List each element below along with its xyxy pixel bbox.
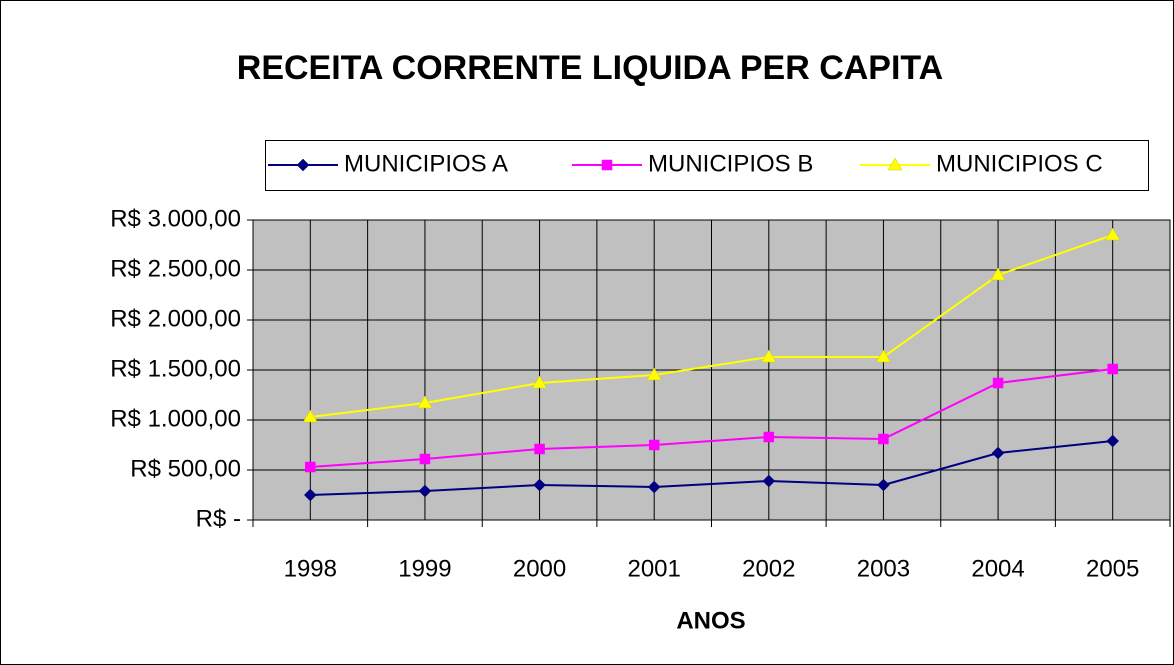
x-tick-label: 2001 [627,555,680,582]
marker [417,395,433,409]
marker [1107,363,1118,375]
y-tick-label: R$ - [196,505,241,532]
marker [419,453,431,465]
series-line [310,368,1113,468]
x-axis-label: ANOS [676,607,745,634]
marker [761,349,777,363]
marker [991,446,1005,460]
y-tick-label: R$ 500,00 [130,455,241,482]
marker [302,409,318,423]
series-line [310,234,1114,418]
legend-label: MUNICIPIOS A [344,150,508,177]
x-tick-label: 1998 [284,555,337,582]
x-tick-label: 2004 [971,555,1024,582]
marker [533,478,546,492]
y-tick-label: R$ 1.500,00 [110,355,241,382]
marker [532,375,547,389]
y-tick-label: R$ 2.000,00 [110,305,241,332]
marker [646,367,662,381]
x-tick-label: 2002 [742,555,795,582]
y-tick-label: R$ 1.000,00 [110,405,241,432]
x-tick-label: 2000 [513,555,566,582]
chart-title: RECEITA CORRENTE LIQUIDA PER CAPITA [237,49,943,87]
legend-label: MUNICIPIOS B [648,150,813,177]
marker [876,349,891,363]
marker [762,474,776,488]
marker [887,157,903,171]
x-tick-label: 2003 [857,555,910,582]
y-tick-label: R$ 3.000,00 [110,205,241,232]
marker [648,439,660,451]
marker [601,159,613,171]
marker [534,443,545,455]
marker [763,431,775,443]
marker [647,480,661,494]
x-tick-label: 2005 [1086,555,1139,582]
marker [296,158,310,172]
marker [878,433,889,445]
marker [1106,434,1120,448]
marker [305,461,316,473]
x-tick-label: 1999 [398,555,451,582]
legend [265,140,1149,191]
marker [1105,227,1121,241]
marker [990,267,1006,281]
marker [418,484,432,498]
marker [877,478,890,492]
y-tick-label: R$ 2.500,00 [110,255,241,282]
series-line [310,440,1113,496]
marker [992,377,1004,389]
legend-label: MUNICIPIOS C [936,150,1103,177]
marker [303,488,317,502]
